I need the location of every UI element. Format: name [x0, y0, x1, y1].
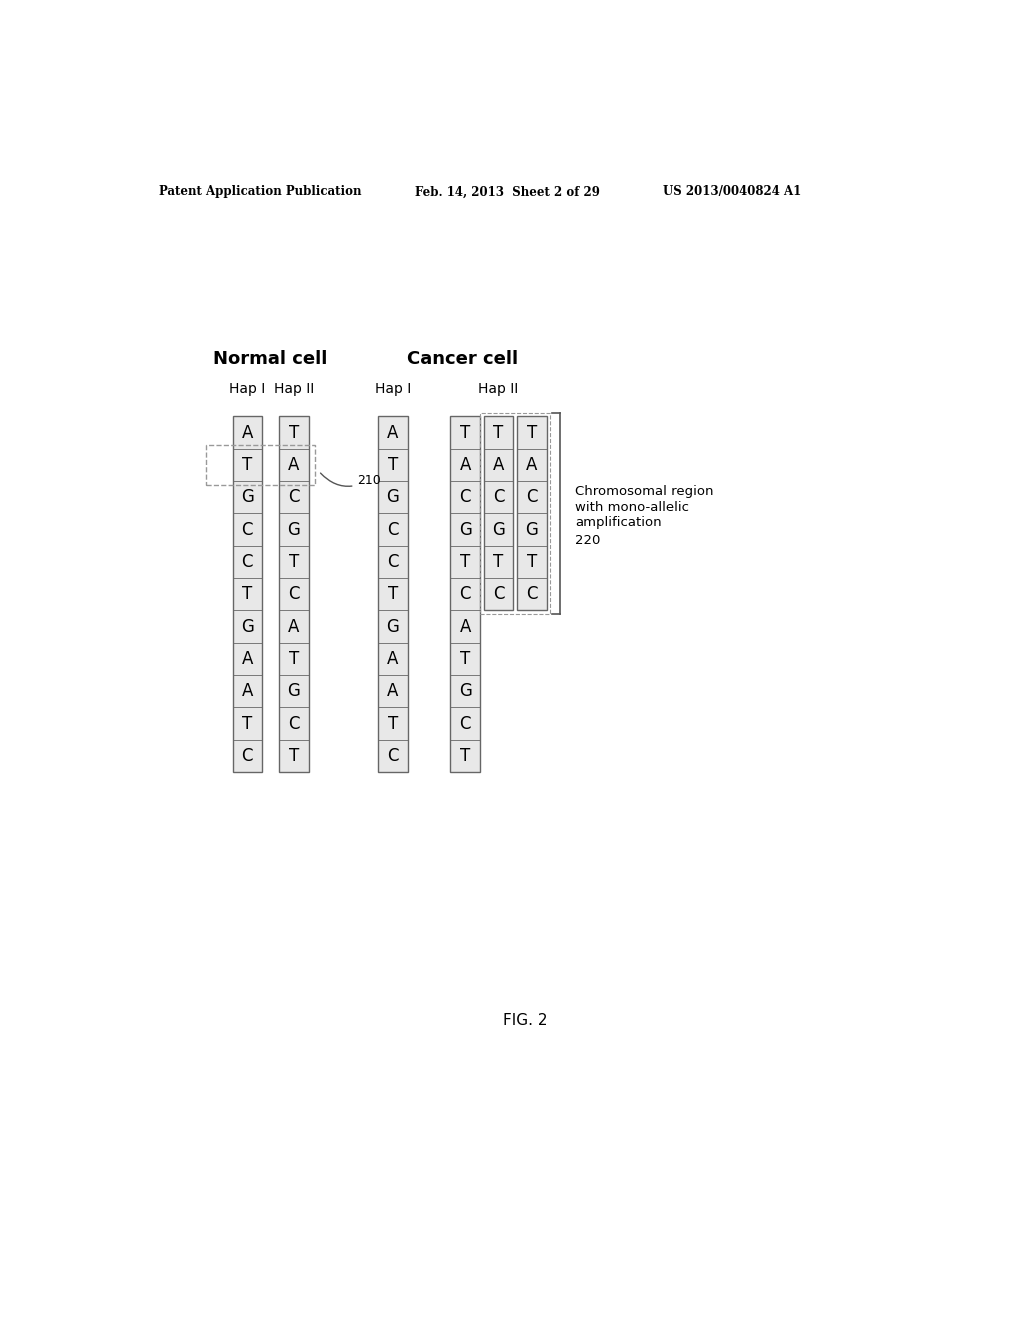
Text: T: T: [526, 424, 537, 441]
Text: T: T: [388, 714, 398, 733]
Text: T: T: [243, 714, 253, 733]
Text: T: T: [243, 585, 253, 603]
Text: Hap II: Hap II: [273, 383, 314, 396]
Text: A: A: [460, 455, 471, 474]
Text: C: C: [387, 747, 398, 764]
Text: Normal cell: Normal cell: [213, 350, 328, 367]
Text: T: T: [460, 649, 470, 668]
Text: G: G: [459, 682, 472, 700]
Text: Feb. 14, 2013  Sheet 2 of 29: Feb. 14, 2013 Sheet 2 of 29: [415, 185, 600, 198]
Text: T: T: [494, 553, 504, 570]
Text: A: A: [242, 649, 253, 668]
Text: C: C: [526, 585, 538, 603]
Text: Hap II: Hap II: [478, 383, 518, 396]
Text: T: T: [289, 424, 299, 441]
Text: A: A: [242, 424, 253, 441]
Text: T: T: [388, 585, 398, 603]
Text: G: G: [241, 488, 254, 506]
Text: A: A: [288, 455, 300, 474]
Text: Hap I: Hap I: [229, 383, 265, 396]
Text: C: C: [387, 553, 398, 570]
Text: C: C: [288, 488, 300, 506]
Text: T: T: [494, 424, 504, 441]
Text: A: A: [493, 455, 504, 474]
Text: A: A: [526, 455, 538, 474]
Text: A: A: [288, 618, 300, 635]
Bar: [451, 416, 480, 772]
Text: G: G: [387, 618, 399, 635]
Text: T: T: [460, 424, 470, 441]
Text: T: T: [289, 747, 299, 764]
Text: G: G: [459, 520, 472, 539]
Text: T: T: [460, 747, 470, 764]
Bar: [378, 416, 408, 772]
Text: C: C: [460, 488, 471, 506]
Text: Cancer cell: Cancer cell: [407, 350, 518, 367]
Bar: [206, 445, 314, 484]
Text: C: C: [288, 585, 300, 603]
Text: with mono-allelic: with mono-allelic: [575, 500, 689, 513]
Bar: [480, 412, 550, 614]
Text: T: T: [289, 553, 299, 570]
Text: FIG. 2: FIG. 2: [503, 1014, 547, 1028]
Text: Hap I: Hap I: [375, 383, 412, 396]
Text: C: C: [493, 585, 504, 603]
Text: C: C: [460, 714, 471, 733]
Text: G: G: [387, 488, 399, 506]
Text: C: C: [387, 520, 398, 539]
Text: T: T: [289, 649, 299, 668]
Text: A: A: [387, 649, 398, 668]
Text: G: G: [288, 520, 300, 539]
Bar: [232, 416, 262, 772]
Text: A: A: [460, 618, 471, 635]
Text: G: G: [241, 618, 254, 635]
Text: amplification: amplification: [575, 516, 662, 529]
Text: T: T: [243, 455, 253, 474]
Text: 220: 220: [575, 533, 600, 546]
Text: T: T: [388, 455, 398, 474]
Text: 210: 210: [321, 473, 381, 487]
Text: US 2013/0040824 A1: US 2013/0040824 A1: [663, 185, 801, 198]
Text: C: C: [526, 488, 538, 506]
Text: T: T: [460, 553, 470, 570]
Text: T: T: [526, 553, 537, 570]
Bar: [483, 416, 513, 610]
Bar: [517, 416, 547, 610]
Text: G: G: [525, 520, 539, 539]
Text: A: A: [242, 682, 253, 700]
Text: Patent Application Publication: Patent Application Publication: [159, 185, 361, 198]
Text: C: C: [242, 520, 253, 539]
Text: C: C: [242, 747, 253, 764]
Bar: [280, 416, 308, 772]
Text: C: C: [493, 488, 504, 506]
Text: Chromosomal region: Chromosomal region: [575, 486, 714, 499]
Text: A: A: [387, 424, 398, 441]
Text: C: C: [288, 714, 300, 733]
Text: C: C: [242, 553, 253, 570]
Text: G: G: [492, 520, 505, 539]
Text: C: C: [460, 585, 471, 603]
Text: A: A: [387, 682, 398, 700]
Text: G: G: [288, 682, 300, 700]
